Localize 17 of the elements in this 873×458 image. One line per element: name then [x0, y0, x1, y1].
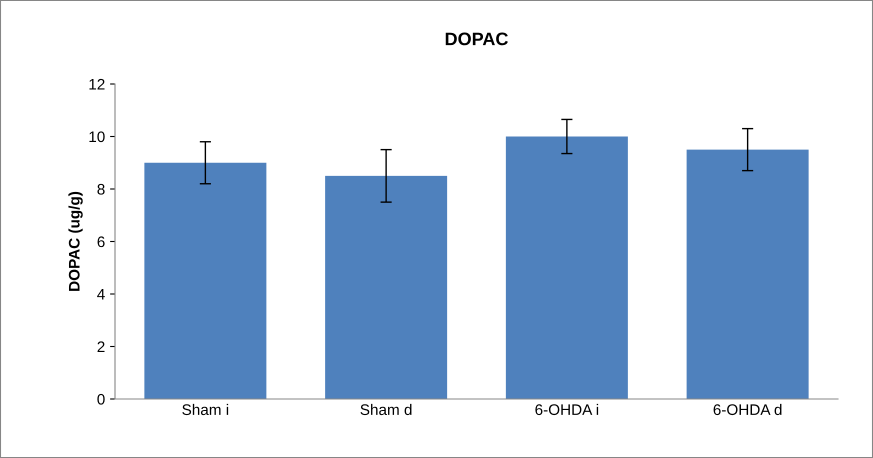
x-tick-label: 6-OHDA d: [714, 404, 782, 416]
y-tick-label: 8: [97, 184, 105, 195]
x-tick-label: 6-OHDA i: [535, 404, 598, 416]
bar: [144, 162, 266, 399]
x-tick-label: Sham d: [360, 404, 412, 416]
y-tick-label: 12: [89, 78, 105, 90]
bar: [506, 136, 628, 399]
bar: [686, 150, 809, 399]
bar: [325, 176, 448, 399]
y-tick-label: 0: [97, 394, 105, 405]
y-tick-label: 4: [97, 289, 105, 300]
y-tick-label: 2: [98, 341, 105, 352]
chart-title: DOPAC: [446, 32, 508, 46]
y-tick-label: 6: [98, 236, 105, 248]
y-axis-title: DOPAC (ug/g): [68, 192, 83, 291]
y-tick-label: 10: [89, 131, 105, 142]
x-tick-label: Sham i: [182, 404, 228, 416]
